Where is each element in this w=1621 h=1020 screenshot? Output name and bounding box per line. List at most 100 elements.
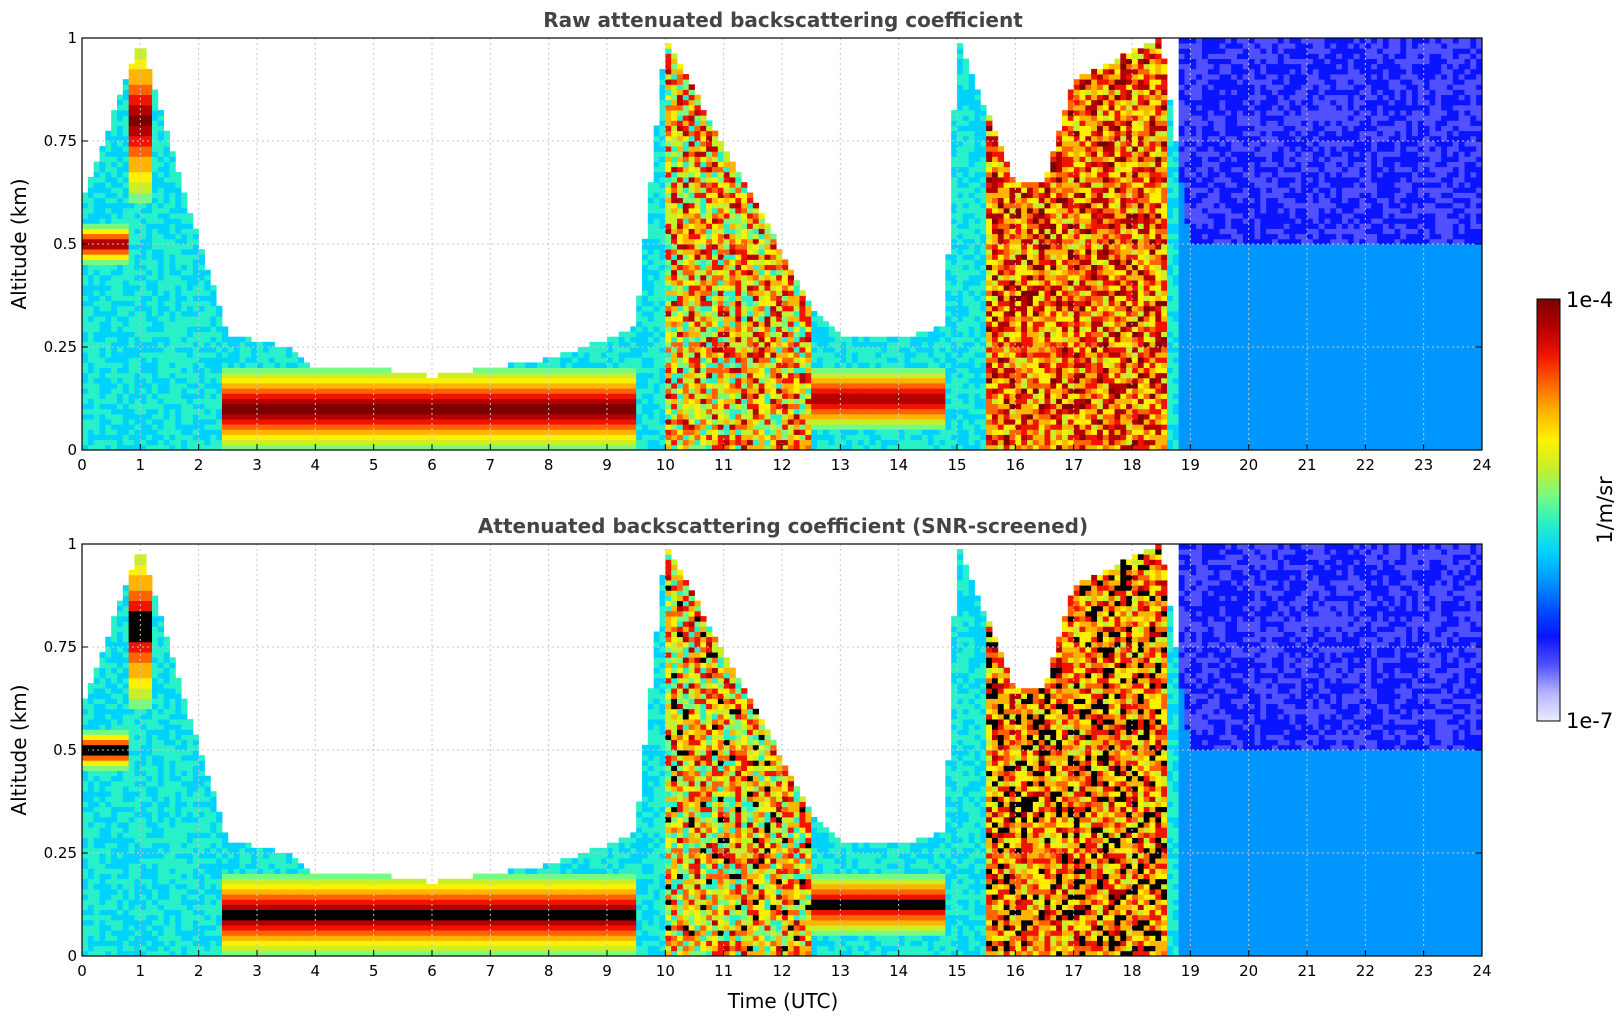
heatmap-cell [642,378,648,384]
heatmap-cell [695,254,701,260]
heatmap-cell [245,399,251,405]
heatmap-cell [712,218,718,224]
heatmap-cell [368,378,374,384]
heatmap-cell [753,290,759,296]
heatmap-cell [146,409,152,415]
heatmap-cell [549,378,555,384]
heatmap-cell [951,254,957,260]
heatmap-cell [625,388,631,394]
heatmap-cell [700,352,706,358]
heatmap-cell [870,404,876,410]
heatmap-cell [945,399,951,405]
heatmap-cell [263,440,269,446]
heatmap-cell [776,337,782,343]
heatmap-cell [146,311,152,317]
heatmap-cell [315,383,321,389]
heatmap-cell [117,290,123,296]
heatmap-cell [152,435,158,441]
heatmap-cell [712,280,718,286]
heatmap-cell [864,337,870,343]
heatmap-cell [175,187,181,193]
heatmap-cell [100,362,106,368]
heatmap-cell [770,316,776,322]
heatmap-cell [152,388,158,394]
heatmap-cell [385,368,391,374]
heatmap-cell [438,440,444,446]
heatmap-cell [695,151,701,157]
heatmap-cell [613,414,619,420]
heatmap-cell [875,357,881,363]
heatmap-cell [636,306,642,312]
heatmap-cell [100,373,106,379]
heatmap-cell [88,223,94,229]
heatmap-cell [695,244,701,250]
heatmap-cell [945,429,951,435]
heatmap-cell [152,399,158,405]
heatmap-cell [683,311,689,317]
heatmap-cell [683,326,689,332]
heatmap-cell [654,265,660,271]
heatmap-cell [146,337,152,343]
heatmap-cell [105,435,111,441]
heatmap-cell [940,347,946,353]
heatmap-cell [490,393,496,399]
heatmap-cell [811,316,817,322]
heatmap-cell [467,373,473,379]
heatmap-cell [741,404,747,410]
heatmap-cell [467,440,473,446]
heatmap-cell [613,388,619,394]
heatmap-cell [770,393,776,399]
heatmap-cell [654,429,660,435]
heatmap-cell [158,203,164,209]
heatmap-cell [677,74,683,80]
heatmap-cell [846,352,852,358]
heatmap-cell [181,399,187,405]
heatmap-cell [654,285,660,291]
heatmap-cell [275,383,281,389]
heatmap-cell [111,296,117,302]
heatmap-cell [94,275,100,281]
heatmap-cell [840,419,846,425]
heatmap-cell [111,419,117,425]
heatmap-cell [700,172,706,178]
heatmap-cell [759,440,765,446]
heatmap-cell [578,357,584,363]
heatmap-cell [881,429,887,435]
heatmap-cell [152,187,158,193]
heatmap-cell [671,208,677,214]
heatmap-cell [105,404,111,410]
heatmap-cell [508,368,514,374]
heatmap-cell [205,301,211,307]
heatmap-cell [881,414,887,420]
heatmap-cell [800,378,806,384]
heatmap-cell [846,440,852,446]
heatmap-cell [665,301,671,307]
heatmap-cell [368,368,374,374]
heatmap-cell [350,419,356,425]
heatmap-cell [712,156,718,162]
heatmap-cell [193,244,199,250]
heatmap-cell [642,373,648,379]
heatmap-cell [811,414,817,420]
heatmap-cell [450,429,456,435]
heatmap-cell [146,172,152,178]
heatmap-cell [292,435,298,441]
heatmap-cell [572,352,578,358]
heatmap-cell [485,383,491,389]
heatmap-cell [560,409,566,415]
heatmap-cell [222,373,228,379]
heatmap-cell [607,440,613,446]
heatmap-cell [175,409,181,415]
heatmap-cell [765,234,771,240]
heatmap-cell [117,378,123,384]
heatmap-cell [671,337,677,343]
heatmap-cell [514,399,520,405]
heatmap-cell [735,409,741,415]
heatmap-cell [129,409,135,415]
heatmap-cell [450,388,456,394]
heatmap-cell [152,218,158,224]
heatmap-cell [123,388,129,394]
heatmap-cell [829,409,835,415]
heatmap-cell [275,414,281,420]
heatmap-cell [327,378,333,384]
